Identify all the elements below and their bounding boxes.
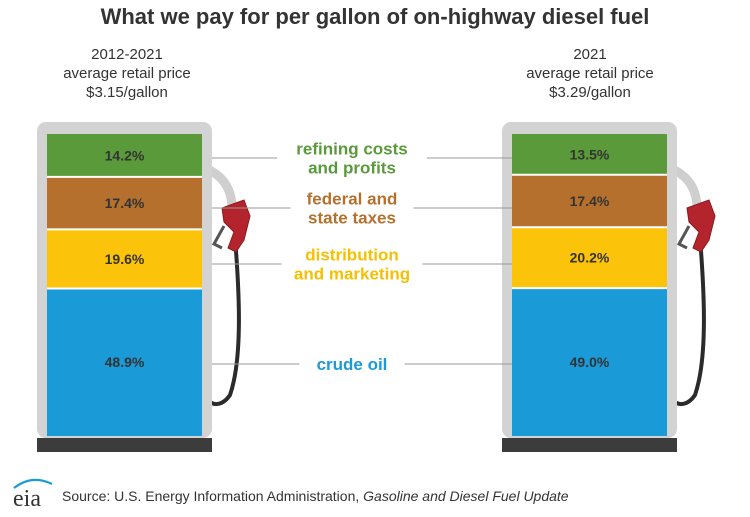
category-label-distribution: and marketing	[294, 265, 410, 284]
left-caption-period: 2012-2021	[91, 46, 163, 63]
category-label-crude: crude oil	[317, 355, 388, 374]
eia-logo-arc	[13, 478, 53, 489]
chart-title: What we pay for per gallon of on-highway…	[100, 4, 650, 29]
left-label-crude: 48.9%	[105, 354, 145, 370]
category-label-refining: refining costs	[296, 140, 407, 159]
category-label-taxes: state taxes	[308, 209, 396, 228]
right-label-distribution: 20.2%	[570, 250, 610, 266]
right-caption-price: $3.29/gallon	[549, 84, 631, 101]
left-nozzle-tip	[211, 225, 226, 250]
right-caption-period: 2021	[573, 46, 607, 63]
left-segment-crude	[47, 288, 202, 436]
category-label-distribution: distribution	[305, 246, 398, 265]
right-label-crude: 49.0%	[570, 354, 610, 370]
left-label-distribution: 19.6%	[105, 251, 145, 267]
left-label-taxes: 17.4%	[105, 195, 145, 211]
right-segment-crude	[512, 288, 667, 436]
eia-logo: eia	[13, 478, 53, 512]
right-segment-taxes	[512, 174, 667, 228]
category-label-taxes: federal and	[307, 190, 398, 209]
right-pump-base	[502, 438, 677, 452]
left-pump-caption: 2012-2021 average retail price $3.15/gal…	[22, 45, 232, 102]
source-publication: Gasoline and Diesel Fuel Update	[363, 488, 569, 504]
right-segment-refining	[512, 134, 667, 175]
right-segment-distribution	[512, 227, 667, 289]
eia-logo-text: eia	[13, 486, 41, 512]
right-nozzle-tip	[676, 225, 691, 250]
source-prefix: Source: U.S. Energy Information Administ…	[62, 488, 364, 504]
left-caption-description: average retail price	[63, 65, 191, 82]
right-nozzle-handle	[686, 199, 716, 253]
left-label-refining: 14.2%	[105, 147, 145, 163]
left-segment-taxes	[47, 176, 202, 230]
right-pump-caption: 2021 average retail price $3.29/gallon	[485, 45, 695, 102]
right-caption-description: average retail price	[526, 65, 654, 82]
right-label-refining: 13.5%	[570, 146, 610, 162]
source-note: Source: U.S. Energy Information Administ…	[62, 488, 569, 504]
left-nozzle-handle	[221, 199, 251, 253]
right-label-taxes: 17.4%	[570, 193, 610, 209]
left-caption-price: $3.15/gallon	[86, 84, 168, 101]
category-label-refining: and profits	[308, 159, 396, 178]
left-segment-refining	[47, 134, 202, 177]
left-segment-distribution	[47, 229, 202, 289]
left-pump-base	[37, 438, 212, 452]
